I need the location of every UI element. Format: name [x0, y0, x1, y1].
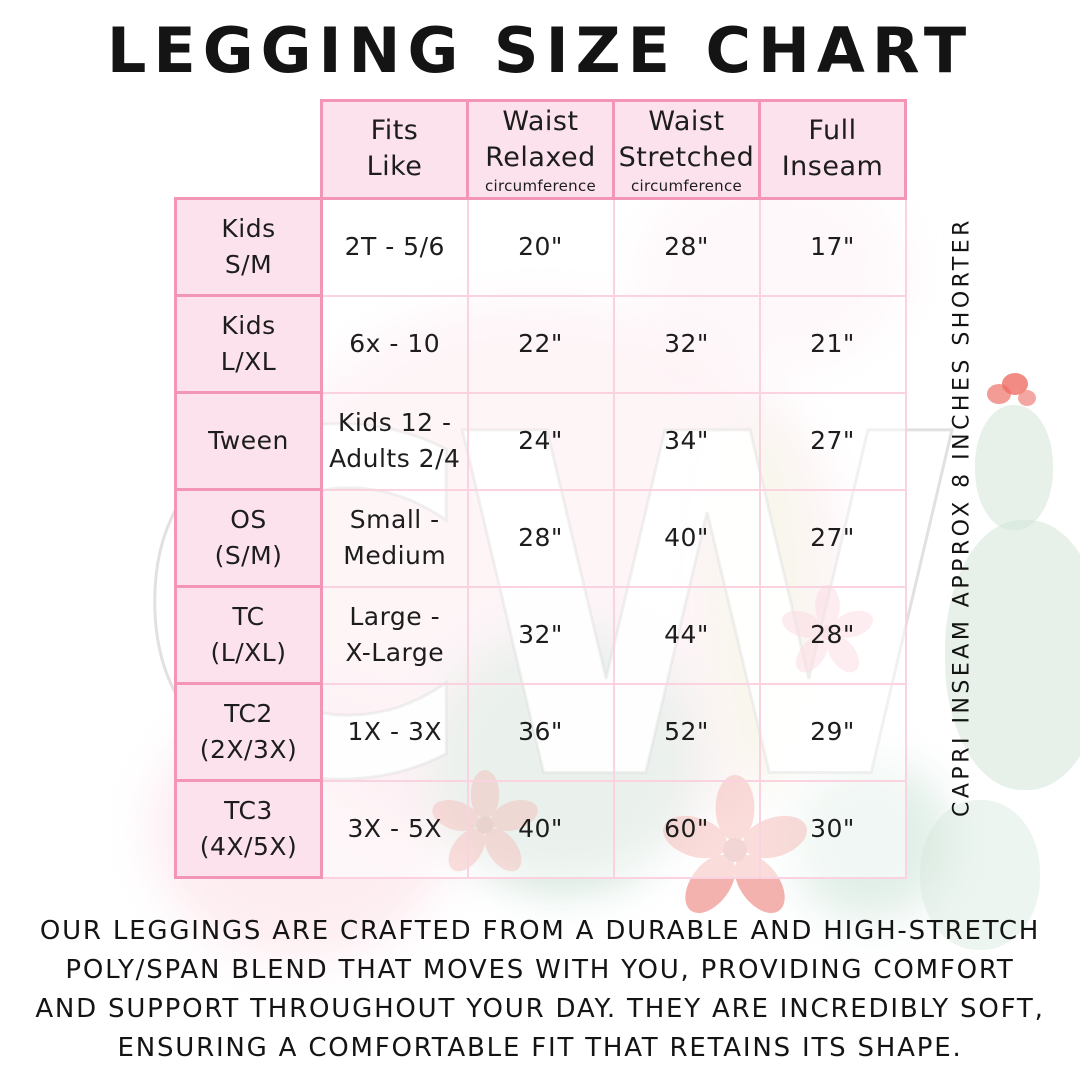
cell-fits-like: 6x - 10 — [320, 294, 469, 394]
cell-fits-like: Kids 12 - Adults 2/4 — [320, 391, 469, 491]
size-label: TC3 (4X/5X) — [199, 795, 298, 861]
cell-full-inseam: 29" — [758, 682, 907, 782]
cell-waist-stretched: 40" — [612, 488, 761, 588]
column-header-full-inseam: Full Inseam — [758, 99, 907, 200]
size-label: OS (S/M) — [214, 504, 283, 570]
cactus-pad-icon — [975, 405, 1053, 530]
cell-waist-relaxed: 40" — [466, 779, 615, 879]
cell-full-inseam: 28" — [758, 585, 907, 685]
size-label: TC (L/XL) — [210, 601, 287, 667]
coral-flower-icon — [987, 373, 1036, 406]
cell-fits-like: Large - X-Large — [320, 585, 469, 685]
cell-waist-stretched: 44" — [612, 585, 761, 685]
table-row: Kids L/XL 6x - 10 22" 32" 21" — [174, 294, 907, 394]
column-sublabel: circumference — [484, 177, 597, 196]
product-description: OUR LEGGINGS ARE CRAFTED FROM A DURABLE … — [35, 916, 1045, 1063]
row-header: TC3 (4X/5X) — [174, 779, 323, 879]
column-label: Fits Like — [366, 114, 423, 182]
row-header: TC2 (2X/3X) — [174, 682, 323, 782]
cell-waist-relaxed: 36" — [466, 682, 615, 782]
table-row: OS (S/M) Small - Medium 28" 40" 27" — [174, 488, 907, 588]
column-header-waist-stretched: Waist Stretched circumference — [612, 99, 761, 200]
column-sublabel: circumference — [630, 177, 743, 196]
row-header: Tween — [174, 391, 323, 491]
cell-full-inseam: 21" — [758, 294, 907, 394]
size-label: Tween — [208, 425, 289, 455]
column-label: Full Inseam — [781, 114, 884, 182]
size-label: Kids S/M — [221, 213, 276, 279]
row-header: Kids S/M — [174, 197, 323, 297]
cell-fits-like: 1X - 3X — [320, 682, 469, 782]
table-row: Tween Kids 12 - Adults 2/4 24" 34" 27" — [174, 391, 907, 491]
row-header: Kids L/XL — [174, 294, 323, 394]
cell-waist-stretched: 52" — [612, 682, 761, 782]
cell-fits-like: 3X - 5X — [320, 779, 469, 879]
cell-waist-stretched: 34" — [612, 391, 761, 491]
cell-full-inseam: 27" — [758, 488, 907, 588]
table-row: TC2 (2X/3X) 1X - 3X 36" 52" 29" — [174, 682, 907, 782]
corner-cell — [176, 101, 322, 199]
cell-waist-stretched: 32" — [612, 294, 761, 394]
table-row: TC (L/XL) Large - X-Large 32" 44" 28" — [174, 585, 907, 685]
legging-size-table: Fits Like Waist Relaxed circumference Wai… — [174, 99, 907, 879]
cell-waist-stretched: 60" — [612, 779, 761, 879]
column-header-waist-relaxed: Waist Relaxed circumference — [466, 99, 615, 200]
cell-waist-relaxed: 32" — [466, 585, 615, 685]
table-row: Kids S/M 2T - 5/6 20" 28" 17" — [174, 197, 907, 297]
cell-full-inseam: 17" — [758, 197, 907, 297]
size-label: TC2 (2X/3X) — [199, 698, 298, 764]
capri-inseam-note: CAPRI INSEAM APPROX 8 INCHES SHORTER — [949, 217, 975, 817]
cell-waist-relaxed: 20" — [466, 197, 615, 297]
cell-waist-relaxed: 28" — [466, 488, 615, 588]
cell-fits-like: 2T - 5/6 — [320, 197, 469, 297]
cell-waist-stretched: 28" — [612, 197, 761, 297]
cell-full-inseam: 30" — [758, 779, 907, 879]
column-label: Waist Stretched — [618, 105, 755, 173]
cell-fits-like: Small - Medium — [320, 488, 469, 588]
cell-full-inseam: 27" — [758, 391, 907, 491]
cell-waist-relaxed: 22" — [466, 294, 615, 394]
page-title: LEGGING SIZE CHART — [106, 14, 974, 87]
row-header: TC (L/XL) — [174, 585, 323, 685]
row-header: OS (S/M) — [174, 488, 323, 588]
table-row: TC3 (4X/5X) 3X - 5X 40" 60" 30" — [174, 779, 907, 879]
size-label: Kids L/XL — [220, 310, 277, 376]
cell-waist-relaxed: 24" — [466, 391, 615, 491]
column-header-fits-like: Fits Like — [320, 99, 469, 200]
column-label: Waist Relaxed — [485, 105, 596, 173]
header-row: Fits Like Waist Relaxed circumference Wai… — [176, 99, 907, 200]
